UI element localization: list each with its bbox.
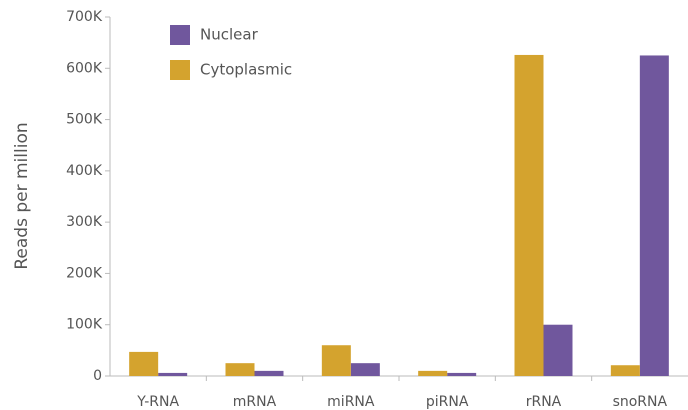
bar [543,324,573,376]
x-tick-label: snoRNA [613,394,668,410]
legend-swatch [170,25,190,45]
y-tick-label: 600K [66,60,103,76]
legend-label: Nuclear [200,26,259,44]
bar [158,372,188,376]
bar [129,351,159,376]
bar [254,370,284,376]
y-tick-label: 200K [66,265,103,281]
bar [418,370,448,376]
y-tick-label: 100K [66,317,103,333]
legend-swatch [170,60,190,80]
x-tick-label: mRNA [233,394,277,410]
bar [321,345,351,376]
bar [610,365,640,376]
y-tick-label: 700K [66,9,103,25]
legend-label: Cytoplasmic [200,61,292,79]
bar [350,363,380,376]
bar [447,372,477,376]
y-axis-label: Reads per million [12,122,32,269]
bar [514,54,544,377]
x-tick-label: piRNA [426,394,469,410]
bar [639,55,669,376]
bar [225,363,255,376]
x-tick-label: Y-RNA [136,394,179,410]
x-tick-label: miRNA [327,394,375,410]
y-tick-label: 0 [93,368,102,384]
y-tick-label: 300K [66,214,103,230]
y-tick-label: 500K [66,112,103,128]
y-tick-label: 400K [66,163,103,179]
x-tick-label: rRNA [526,394,562,410]
